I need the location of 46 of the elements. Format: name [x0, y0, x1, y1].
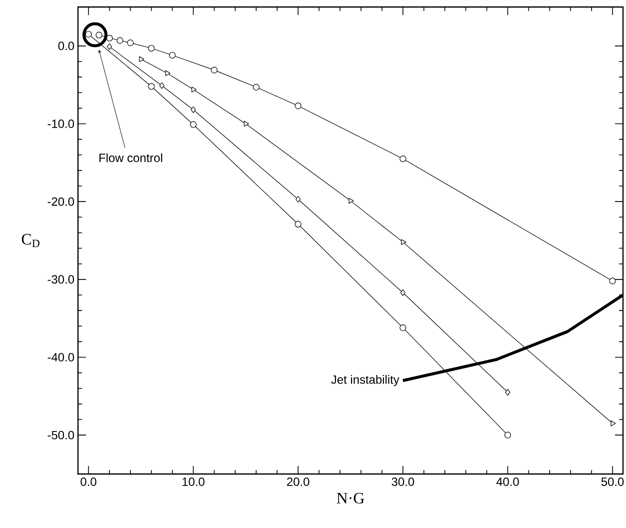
point — [504, 432, 512, 438]
x-axis-title: N·G — [336, 492, 364, 504]
series-label: Jet instability — [331, 375, 400, 386]
point — [116, 37, 124, 44]
point — [296, 196, 301, 203]
x-tick-label: 10.0 — [182, 478, 204, 486]
y-tick-label: 0.0 — [58, 42, 74, 50]
annotation: Flow control — [99, 153, 162, 162]
point — [294, 220, 302, 228]
point — [505, 388, 510, 396]
x-tick-label: 0.0 — [80, 478, 96, 486]
point — [609, 278, 616, 284]
y-tick-label: -30.0 — [48, 275, 74, 284]
point — [148, 83, 155, 90]
point — [191, 86, 197, 92]
point — [85, 30, 92, 38]
point — [127, 40, 134, 46]
y-axis-title: C$_{D}$ — [22, 234, 40, 248]
y-tick-label: -40.0 — [48, 353, 74, 362]
point — [252, 84, 260, 90]
y-tick-label: -50.0 — [48, 430, 74, 440]
point — [159, 82, 164, 89]
point — [348, 198, 354, 204]
x-tick-label: 30.0 — [392, 478, 414, 486]
point — [294, 102, 302, 110]
point — [400, 324, 406, 331]
point — [210, 66, 218, 74]
x-tick-label: 50.0 — [601, 478, 624, 486]
point — [190, 106, 196, 114]
x-tick-label: 40.0 — [496, 478, 519, 486]
x-tick-label: 20.0 — [287, 478, 310, 486]
point — [190, 121, 197, 128]
point — [96, 32, 102, 38]
point — [148, 44, 155, 52]
point — [244, 120, 249, 127]
point — [169, 52, 176, 59]
y-tick-label: -10.0 — [48, 120, 74, 128]
point — [106, 34, 113, 42]
point — [106, 43, 112, 50]
y-tick-label: -20.0 — [48, 197, 74, 206]
point — [400, 155, 406, 162]
point — [610, 420, 616, 426]
point — [165, 70, 170, 76]
point — [400, 289, 406, 296]
point — [139, 56, 144, 62]
point — [401, 239, 406, 245]
